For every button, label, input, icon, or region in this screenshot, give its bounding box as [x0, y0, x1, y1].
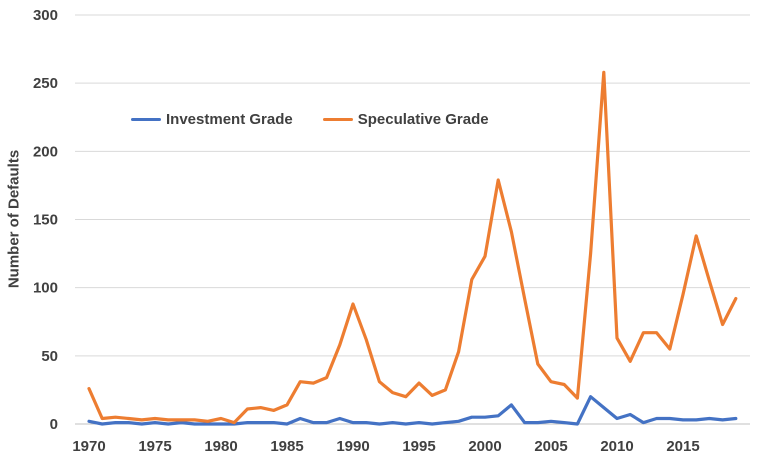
y-tick-label: 100	[33, 280, 58, 297]
legend-label-speculative-grade: Speculative Grade	[357, 111, 489, 128]
x-tick-label: 1995	[402, 438, 435, 455]
legend-label-investment-grade: Investment Grade	[166, 111, 293, 128]
x-tick-label: 1990	[336, 438, 369, 455]
x-tick-label: 2005	[534, 438, 567, 455]
y-tick-label: 250	[33, 75, 58, 92]
y-tick-label: 300	[33, 7, 58, 24]
legend-item-speculative-grade: Speculative Grade	[322, 111, 489, 128]
y-tick-label: 150	[33, 212, 58, 229]
series-line-investment-grade	[87, 395, 738, 426]
x-tick-label: 1975	[138, 438, 171, 455]
y-tick-label: 0	[50, 416, 58, 433]
x-tick-label: 1970	[72, 438, 105, 455]
legend-swatch-speculative-grade	[322, 118, 353, 121]
legend-swatch-investment-grade	[131, 118, 161, 121]
x-tick-label: 2015	[666, 438, 699, 455]
x-tick-label: 2010	[600, 438, 633, 455]
x-tick-label: 1985	[270, 438, 303, 455]
legend-item-investment-grade: Investment Grade	[131, 112, 293, 127]
legend: Investment Grade Speculative Grade	[131, 112, 489, 127]
series-line-speculative-grade	[87, 70, 738, 425]
x-tick-label: 1980	[204, 438, 237, 455]
y-tick-label: 50	[41, 348, 58, 365]
x-tick-label: 2000	[468, 438, 501, 455]
y-axis-title: Number of Defaults	[5, 149, 23, 289]
y-tick-label: 200	[33, 143, 58, 160]
